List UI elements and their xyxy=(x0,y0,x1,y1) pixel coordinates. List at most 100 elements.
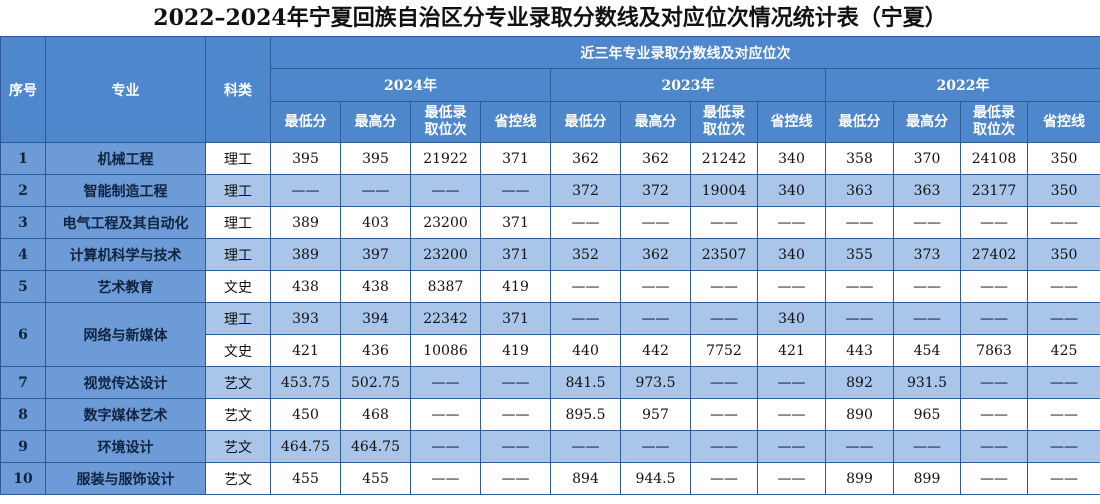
value-cell: 371 xyxy=(480,142,551,175)
value-cell: —— xyxy=(620,206,691,239)
value-cell: —— xyxy=(620,270,691,303)
value-cell: 464.75 xyxy=(270,430,341,463)
value-cell: —— xyxy=(893,430,961,463)
value-cell: —— xyxy=(825,430,894,463)
value-cell: 23200 xyxy=(410,238,481,271)
value-cell: —— xyxy=(690,366,758,399)
value-cell: —— xyxy=(690,302,758,335)
major-name: 机械工程 xyxy=(45,142,206,175)
value-cell: 455 xyxy=(270,462,341,495)
field-header: 省控线 xyxy=(757,101,826,143)
value-cell: 21922 xyxy=(410,142,481,175)
table-row: 文史 421 436 10086 419 440 442 7752 421 443 454 7863 4… xyxy=(1,334,1100,367)
year-header: 2024年 xyxy=(270,68,551,102)
field-header: 最低录取位次 xyxy=(960,101,1028,143)
field-header: 最低分 xyxy=(550,101,621,143)
value-cell: —— xyxy=(757,430,826,463)
row-number: 5 xyxy=(0,270,46,303)
value-cell: —— xyxy=(550,270,621,303)
table-row: 8 数字媒体艺术 艺文 450 468 —— —— 895.5 957 —— —— 890 965 —— —… xyxy=(0,398,1100,431)
value-cell: —— xyxy=(690,430,758,463)
value-cell: 23200 xyxy=(410,206,481,239)
value-cell: —— xyxy=(960,270,1028,303)
value-cell: 419 xyxy=(480,334,551,367)
category: 理工 xyxy=(205,174,271,207)
value-cell: 419 xyxy=(480,270,551,303)
value-cell: 899 xyxy=(825,462,894,495)
table-row: 2 智能制造工程 理工 —— —— —— —— 372 372 19004 340 363 363 231… xyxy=(0,174,1100,207)
value-cell: —— xyxy=(480,398,551,431)
table-row: 7 视觉传达设计 艺文 453.75 502.75 —— —— 841.5 973.5 —— —— 8… xyxy=(0,366,1100,399)
value-cell: —— xyxy=(893,302,961,335)
value-cell: 362 xyxy=(620,142,691,175)
value-cell: 10086 xyxy=(410,334,481,367)
value-cell: 395 xyxy=(270,142,341,175)
value-cell: —— xyxy=(410,174,481,207)
value-cell: 841.5 xyxy=(550,366,621,399)
value-cell: 393 xyxy=(270,302,341,335)
value-cell: 19004 xyxy=(690,174,758,207)
value-cell: 371 xyxy=(480,238,551,271)
value-cell: —— xyxy=(757,366,826,399)
value-cell: 23507 xyxy=(690,238,758,271)
value-cell: —— xyxy=(690,462,758,495)
value-cell: 443 xyxy=(825,334,894,367)
value-cell: 362 xyxy=(550,142,621,175)
value-cell: 372 xyxy=(550,174,621,207)
value-cell: 350 xyxy=(1026,174,1100,207)
value-cell: 352 xyxy=(550,238,621,271)
value-cell: —— xyxy=(550,430,621,463)
category: 理工 xyxy=(205,302,271,335)
value-cell: 425 xyxy=(1026,334,1100,367)
category: 理工 xyxy=(205,142,271,175)
value-cell: —— xyxy=(620,430,691,463)
table-row: 10 服装与服饰设计 艺文 455 455 —— —— 894 944.5 —— —— 899 899—… xyxy=(0,462,1100,495)
field-header: 最低分 xyxy=(825,101,894,143)
major-name: 服装与服饰设计 xyxy=(45,462,206,495)
value-cell: 24108 xyxy=(960,142,1028,175)
row-number: 1 xyxy=(0,142,46,175)
table-header: 序号 专业 科类 近三年专业录取分数线及对应位次 2024年 2023年 2022年… xyxy=(0,36,1100,143)
table-row: 5 艺术教育 文史 438 438 8387 419 —— —— —— —— —— —— —— —— xyxy=(0,270,1100,303)
table-row: 9 环境设计 艺文 464.75 464.75 —— —— —— —— —— —— —— —— —— —— xyxy=(0,430,1100,463)
table-row: 6 网络与新媒体 理工 393 394 22342 371 —— —— —— 340 —— —— —— —— xyxy=(0,302,1100,367)
field-header: 最低录取位次 xyxy=(410,101,481,143)
value-cell: 442 xyxy=(620,334,691,367)
table-row: 3 电气工程及其自动化 理工 389 403 23200 371 —— —— —— —— —— —— ——… xyxy=(0,206,1100,239)
category: 文史 xyxy=(205,270,271,303)
field-header: 最高分 xyxy=(340,101,411,143)
value-cell: —— xyxy=(410,398,481,431)
value-cell: —— xyxy=(960,398,1028,431)
value-cell: 394 xyxy=(340,302,411,335)
row-number: 9 xyxy=(0,430,46,463)
value-cell: 894 xyxy=(550,462,621,495)
category: 理工 xyxy=(205,206,271,239)
header-cell: 科类 xyxy=(205,36,271,143)
value-cell: 395 xyxy=(340,142,411,175)
table-row: 4 计算机科学与技术 理工 389 397 23200 371 352 362 23507 340 3… xyxy=(0,238,1100,271)
category: 艺文 xyxy=(205,430,271,463)
row-number: 8 xyxy=(0,398,46,431)
value-cell: —— xyxy=(480,462,551,495)
year-header: 2022年 xyxy=(824,68,1100,102)
category: 艺文 xyxy=(205,462,271,495)
value-cell: 371 xyxy=(480,302,551,335)
value-cell: —— xyxy=(825,270,894,303)
value-cell: 363 xyxy=(893,174,961,207)
value-cell: —— xyxy=(757,462,826,495)
value-cell: —— xyxy=(410,462,481,495)
value-cell: —— xyxy=(480,174,551,207)
table-row: 1 机械工程 理工 395 395 21922 371 362 362 21242 340 358 37… xyxy=(0,142,1100,175)
value-cell: 502.75 xyxy=(340,366,411,399)
value-cell: 370 xyxy=(893,142,961,175)
header-cell: 近三年专业录取分数线及对应位次 xyxy=(269,36,1100,69)
value-cell: 454 xyxy=(893,334,961,367)
value-cell: —— xyxy=(550,302,621,335)
value-cell: —— xyxy=(757,206,826,239)
value-cell: 438 xyxy=(340,270,411,303)
value-cell: —— xyxy=(825,302,894,335)
category: 文史 xyxy=(205,334,271,367)
major-name: 电气工程及其自动化 xyxy=(45,206,206,239)
field-header: 最高分 xyxy=(620,101,691,143)
